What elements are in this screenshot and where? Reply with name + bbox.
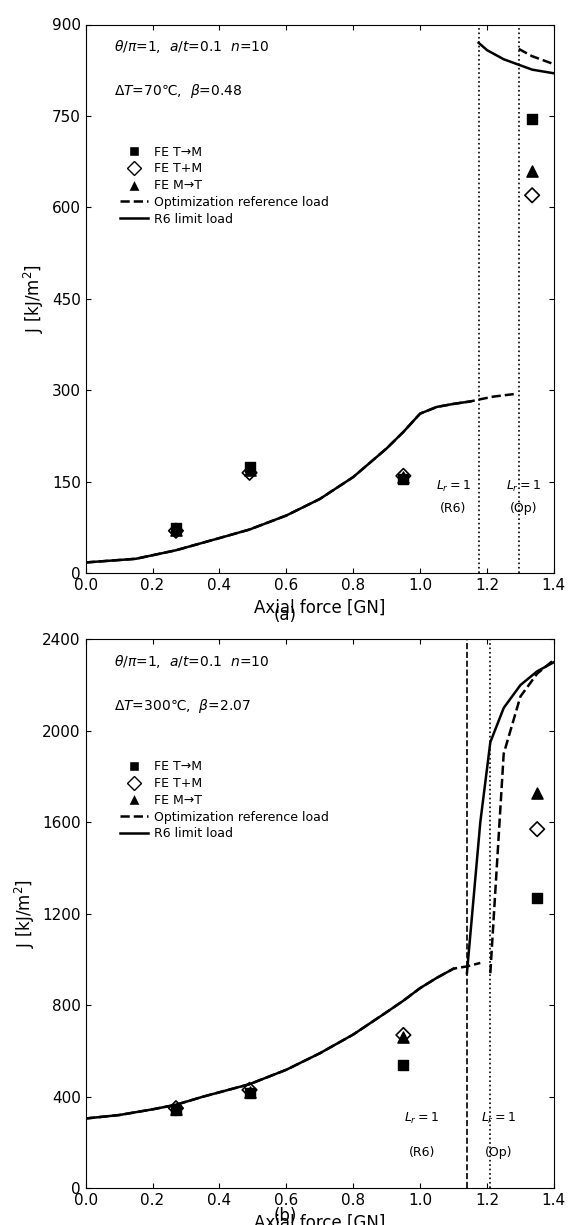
Point	[528, 185, 537, 205]
Point	[533, 888, 542, 908]
Point	[399, 467, 408, 486]
Point	[245, 463, 254, 483]
X-axis label: Axial force [GN]: Axial force [GN]	[254, 599, 385, 617]
Point	[171, 1100, 180, 1120]
Text: $L_r = 1$: $L_r = 1$	[436, 479, 471, 494]
Legend: FE T→M, FE T+M, FE M→T, Optimization reference load, R6 limit load: FE T→M, FE T+M, FE M→T, Optimization ref…	[115, 141, 334, 230]
Point	[399, 1055, 408, 1074]
Point	[399, 1025, 408, 1045]
Point	[245, 1083, 254, 1102]
Text: (a): (a)	[274, 606, 297, 625]
Point	[245, 457, 254, 477]
Point	[533, 783, 542, 802]
Y-axis label: J [kJ/m$^2$]: J [kJ/m$^2$]	[13, 880, 37, 948]
Point	[245, 1084, 254, 1104]
Point	[171, 1101, 180, 1121]
Point	[533, 820, 542, 839]
Point	[245, 1080, 254, 1100]
Point	[399, 1028, 408, 1047]
Text: $\Delta T$=300℃,  $\beta$=2.07: $\Delta T$=300℃, $\beta$=2.07	[114, 697, 251, 715]
Legend: FE T→M, FE T+M, FE M→T, Optimization reference load, R6 limit load: FE T→M, FE T+M, FE M→T, Optimization ref…	[115, 756, 334, 845]
Point	[171, 519, 180, 539]
Point	[399, 466, 408, 485]
Text: $L_r = 1$: $L_r = 1$	[481, 1111, 516, 1127]
Text: (R6): (R6)	[409, 1145, 435, 1159]
Text: (b): (b)	[274, 1207, 297, 1225]
Text: $\theta/\pi$=1,  $a/t$=0.1  $n$=10: $\theta/\pi$=1, $a/t$=0.1 $n$=10	[114, 653, 269, 670]
Text: (Op): (Op)	[485, 1145, 512, 1159]
Text: $\Delta T$=70℃,  $\beta$=0.48: $\Delta T$=70℃, $\beta$=0.48	[114, 82, 242, 100]
Text: $\theta/\pi$=1,  $a/t$=0.1  $n$=10: $\theta/\pi$=1, $a/t$=0.1 $n$=10	[114, 38, 269, 55]
Text: (R6): (R6)	[440, 502, 467, 516]
Text: $L_r = 1$: $L_r = 1$	[404, 1111, 439, 1127]
Point	[245, 459, 254, 479]
Text: $L_r = 1$: $L_r = 1$	[506, 479, 541, 494]
Point	[399, 469, 408, 489]
Point	[171, 521, 180, 540]
X-axis label: Axial force [GN]: Axial force [GN]	[254, 1214, 385, 1225]
Point	[528, 109, 537, 129]
Text: (Op): (Op)	[510, 502, 537, 516]
Point	[171, 518, 180, 538]
Point	[171, 1099, 180, 1118]
Y-axis label: J [kJ/m$^2$]: J [kJ/m$^2$]	[22, 265, 46, 333]
Point	[528, 160, 537, 180]
